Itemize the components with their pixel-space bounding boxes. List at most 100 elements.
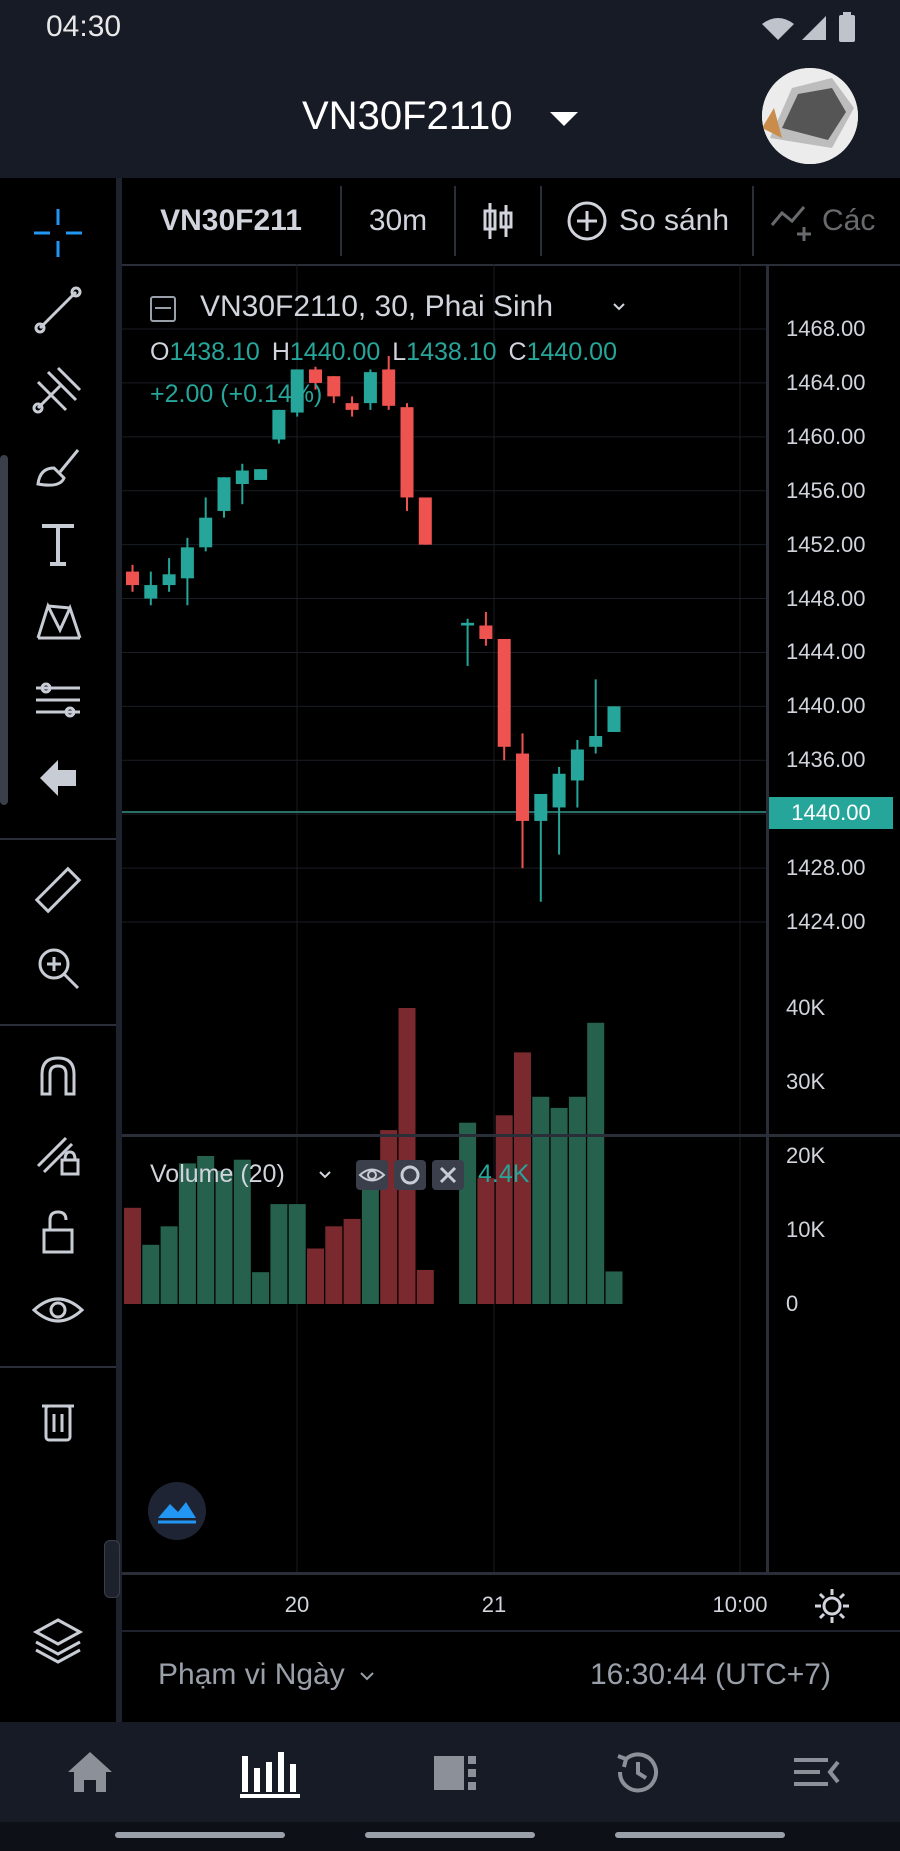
volume-bar	[568, 1096, 586, 1304]
candle	[309, 366, 322, 390]
price-tick-label: 1428.00	[786, 855, 866, 881]
chart-area[interactable]	[122, 178, 900, 1722]
price-scale-border	[766, 264, 769, 1574]
high-value: 1440.00	[289, 338, 381, 366]
volume-bar	[215, 1170, 233, 1304]
candle	[497, 638, 511, 761]
volume-bar	[307, 1248, 324, 1304]
watchlist-icon[interactable]	[428, 1742, 488, 1802]
candle	[217, 477, 231, 518]
candle-body	[199, 517, 213, 548]
volume-bar	[325, 1226, 343, 1304]
open-value: 1438.10	[169, 338, 260, 366]
panel-toggle-handle[interactable]	[104, 1540, 120, 1598]
close-icon[interactable]	[432, 1160, 464, 1190]
toolbar-separator	[0, 1366, 116, 1368]
time-tick-label: 10:00	[712, 1592, 768, 1617]
text-tool-icon[interactable]	[22, 514, 94, 574]
trend-line-icon[interactable]	[22, 280, 94, 340]
pane-separator[interactable]	[122, 1134, 900, 1137]
volume-bar	[252, 1272, 270, 1304]
volume-bar	[532, 1096, 550, 1304]
crosshair-icon[interactable]	[22, 203, 94, 263]
home-icon[interactable]	[60, 1742, 120, 1802]
indicators-icon	[770, 206, 811, 241]
volume-bar	[361, 1163, 379, 1304]
candle	[534, 793, 548, 902]
symbol-search-button[interactable]: VN30F211	[160, 204, 302, 237]
chevron-down-icon[interactable]	[612, 300, 626, 314]
date-range-label: Phạm vi Ngày	[158, 1658, 345, 1691]
volume-bar	[514, 1052, 531, 1304]
candles-icon[interactable]	[456, 178, 540, 264]
unlock-icon[interactable]	[22, 1202, 94, 1262]
candle-body	[272, 409, 286, 440]
volume-legend-title[interactable]: Volume (20)	[150, 1160, 285, 1188]
price-tick-label: 1444.00	[786, 639, 866, 665]
menu-icon[interactable]	[786, 1742, 846, 1802]
avatar[interactable]	[762, 68, 858, 164]
status-time: 04:30	[46, 10, 122, 43]
toolbar-divider	[116, 178, 122, 1722]
volume-bar	[380, 1130, 398, 1304]
chevron-down-icon	[360, 1672, 374, 1681]
toolbar-collapse-handle[interactable]	[0, 455, 8, 805]
magnet-icon[interactable]	[22, 1046, 94, 1106]
layers-icon[interactable]	[22, 1610, 94, 1670]
volume-bar	[587, 1022, 605, 1304]
symbol-selector[interactable]: VN30F2110	[302, 94, 513, 138]
series-legend-title[interactable]: VN30F2110, 30, Phai Sinh	[200, 290, 554, 323]
interval-button[interactable]: 30m	[368, 204, 428, 237]
legend-collapse-icon[interactable]	[150, 296, 176, 322]
arrow-left-icon[interactable]	[22, 748, 94, 808]
chevron-down-icon[interactable]	[318, 1168, 332, 1182]
lock-drawing-icon[interactable]	[22, 1124, 94, 1184]
date-range-button[interactable]: Phạm vi Ngày	[158, 1658, 375, 1692]
candle-body	[589, 736, 603, 747]
clock-timezone[interactable]: 16:30:44 (UTC+7)	[590, 1658, 831, 1691]
candle	[607, 706, 621, 732]
candle-body	[144, 585, 158, 599]
volume-bar	[233, 1159, 251, 1304]
candle	[363, 369, 377, 410]
measure-lines-icon[interactable]	[22, 670, 94, 730]
brush-icon[interactable]	[22, 436, 94, 496]
trash-icon[interactable]	[22, 1390, 94, 1450]
candle	[254, 469, 268, 480]
wifi-icon	[760, 14, 796, 42]
volume-value: 4.4K	[478, 1160, 530, 1188]
candle-body	[345, 403, 359, 410]
candle-body	[534, 793, 548, 821]
volume-tick-label: 0	[786, 1291, 799, 1316]
candle	[345, 396, 359, 417]
candle	[479, 612, 493, 646]
indicators-button[interactable]: Các	[754, 178, 900, 264]
pattern-icon[interactable]	[22, 592, 94, 652]
settings-icon[interactable]	[394, 1160, 426, 1190]
candle	[199, 497, 213, 552]
volume-bar	[550, 1107, 568, 1304]
pitchfork-icon[interactable]	[22, 358, 94, 418]
low-label: L	[392, 338, 407, 366]
history-icon[interactable]	[608, 1742, 668, 1802]
candle	[126, 564, 139, 592]
candle	[162, 558, 176, 592]
chevron-down-icon[interactable]	[550, 112, 578, 126]
ohlc-values: O1438.10 H1440.00 L1438.10 C1440.00	[150, 338, 617, 367]
candlestick-chart[interactable]	[122, 264, 766, 1572]
candle	[235, 463, 249, 505]
zoom-in-icon[interactable]	[22, 938, 94, 998]
battery-icon	[838, 12, 856, 42]
volume-bar	[459, 1122, 477, 1304]
volume-bar	[288, 1204, 306, 1304]
status-bar	[0, 0, 900, 60]
compare-button[interactable]: So sánh	[542, 178, 752, 264]
candle-body	[309, 369, 322, 383]
chart-bars-icon[interactable]	[238, 1742, 300, 1802]
gear-icon[interactable]	[812, 1586, 852, 1626]
toolbar-separator	[0, 838, 116, 840]
eye-icon[interactable]	[356, 1160, 388, 1190]
eye-icon[interactable]	[22, 1280, 94, 1340]
logo-badge-icon[interactable]	[148, 1482, 206, 1540]
ruler-icon[interactable]	[22, 860, 94, 920]
